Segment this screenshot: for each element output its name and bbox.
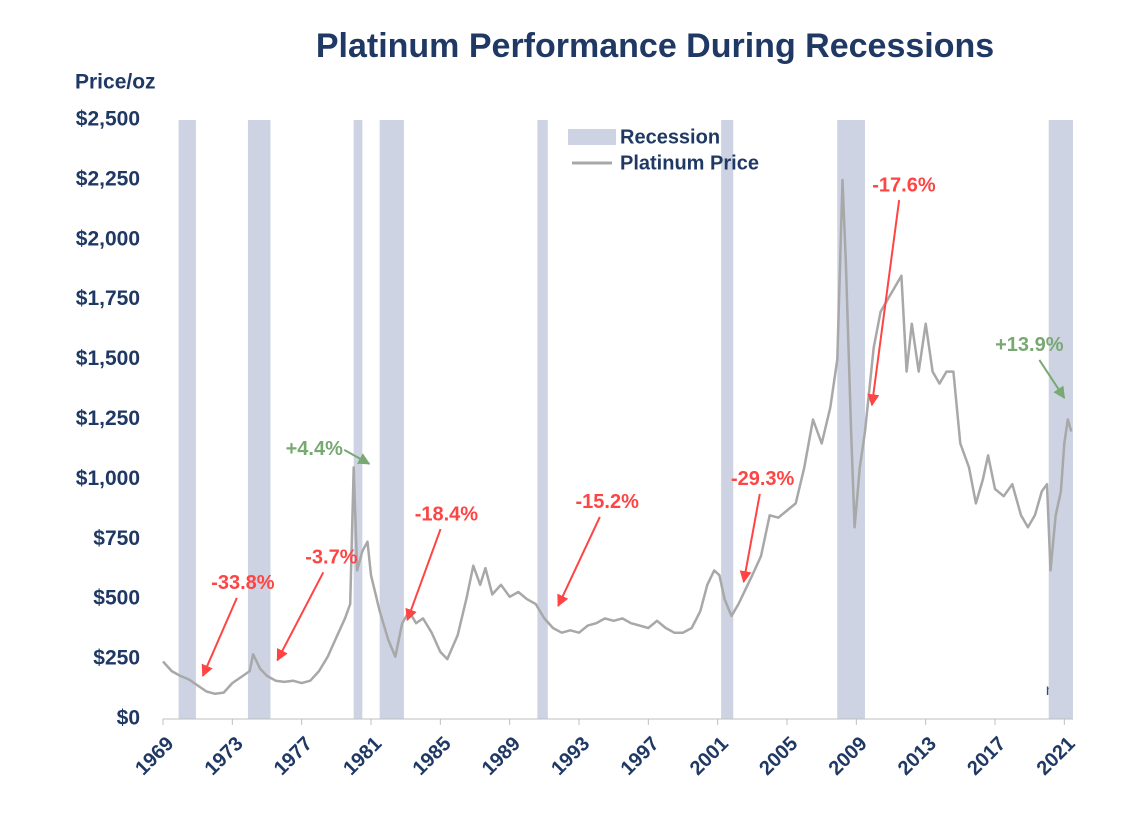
y-axis-label: Price/oz (75, 71, 156, 94)
y-tick-label: $1,500 (76, 347, 140, 370)
x-tick-label: 1969 (131, 733, 178, 780)
x-tick-label: 2021 (1033, 733, 1080, 780)
recession-band (379, 120, 404, 719)
price-line (162, 178, 1073, 696)
annotation-label: +4.4% (286, 438, 343, 460)
y-tick-label: $750 (93, 527, 140, 550)
annotation-arrow (867, 199, 901, 407)
annotation-arrow (276, 571, 325, 662)
x-tick-label: 1993 (547, 733, 594, 780)
legend-swatch (568, 129, 616, 145)
y-tick-label: $1,250 (76, 407, 140, 430)
y-tick-label: $1,750 (76, 287, 140, 310)
y-tick-label: $2,250 (76, 167, 140, 190)
annotation-arrow (343, 448, 371, 465)
y-tick-label: $0 (117, 707, 140, 730)
x-tick-label: 1981 (339, 733, 386, 780)
annotation-arrow (201, 597, 238, 677)
legend-label: Recession (620, 126, 720, 148)
annotation-label: -15.2% (576, 491, 640, 513)
y-tick-label: $2,000 (76, 227, 140, 250)
annotation-label: -33.8% (211, 572, 275, 594)
x-tick-label: 2013 (894, 733, 941, 780)
y-tick-label: $2,500 (76, 108, 140, 131)
x-tick-label: 1973 (201, 733, 248, 780)
legend-label: Platinum Price (620, 152, 759, 174)
x-tick-label: 2005 (755, 733, 802, 780)
annotation-label: -29.3% (731, 468, 795, 490)
x-tick-label: 1977 (270, 733, 317, 780)
recession-band (721, 120, 734, 719)
recession-band (1048, 120, 1073, 719)
recession-band (178, 120, 196, 719)
annotation-arrow (739, 493, 761, 584)
annotation-label: -18.4% (415, 503, 479, 525)
annotation-label: +13.9% (995, 334, 1064, 356)
x-tick-label: 2017 (963, 733, 1010, 780)
annotation-arrow (1038, 359, 1066, 399)
chart-title: Platinum Performance During Recessions (316, 27, 994, 65)
recession-band (537, 120, 548, 719)
x-tick-label: 1989 (478, 733, 525, 780)
annotation-arrow (557, 516, 601, 607)
y-tick-label: $500 (93, 587, 140, 610)
annotation-label: -17.6% (872, 174, 936, 196)
x-tick-label: 1985 (409, 733, 456, 780)
recession-band (353, 120, 363, 719)
x-tick-label: 1997 (617, 733, 664, 780)
x-tick-label: 2009 (825, 733, 872, 780)
x-tick-label: 2001 (686, 733, 733, 780)
annotation-label: -3.7% (305, 547, 357, 569)
recession-band (247, 120, 271, 719)
annotation-arrow (405, 528, 442, 622)
y-tick-label: $250 (93, 647, 140, 670)
y-tick-label: $1,000 (76, 467, 140, 490)
